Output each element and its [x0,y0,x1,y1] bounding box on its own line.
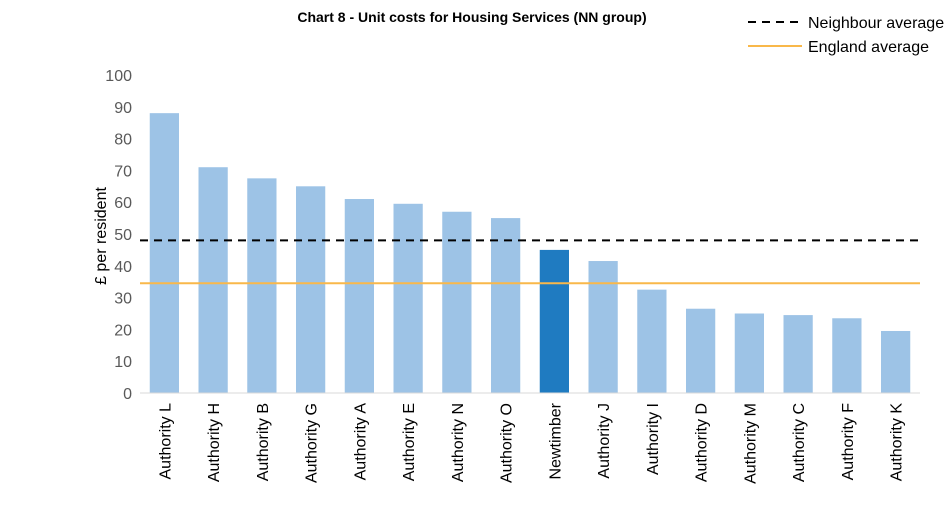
x-tick-label: Authority I [645,403,662,475]
x-tick-label: Newtimber [547,402,564,479]
bar [881,330,911,393]
bar [491,218,521,393]
bar [783,315,813,393]
chart-title: Chart 8 - Unit costs for Housing Service… [297,9,646,25]
y-axis-label: £ per resident [93,187,110,285]
x-tick-label: Authority O [499,403,516,483]
bar [198,167,228,393]
y-tick-label: 100 [105,68,132,85]
y-tick-label: 70 [114,163,132,180]
bar [442,211,472,393]
x-tick-label: Authority J [596,403,613,479]
x-tick-label: Authority K [889,403,906,482]
bar [832,318,862,393]
x-tick-label: Authority G [304,403,321,483]
y-tick-label: 20 [114,322,132,339]
legend-label: England average [808,39,929,56]
x-tick-label: Authority D [694,403,711,482]
x-tick-label: Authority A [352,403,369,481]
x-tick-label: Authority L [157,403,174,480]
legend-label: Neighbour average [808,15,944,32]
y-tick-label: 60 [114,195,132,212]
y-tick-label: 10 [114,354,132,371]
bar [247,178,277,393]
y-tick-label: 50 [114,227,132,244]
x-tick-label: Authority C [791,403,808,482]
x-tick-label: Authority H [206,403,223,482]
bar [149,113,179,393]
x-tick-label: Authority M [742,403,759,484]
y-tick-label: 30 [114,291,132,308]
y-tick-label: 40 [114,259,132,276]
bar [637,289,667,393]
x-tick-label: Authority N [450,403,467,482]
bar [539,249,569,393]
y-tick-label: 80 [114,132,132,149]
y-tick-label: 90 [114,100,132,117]
bar [734,313,764,393]
bar [588,261,618,393]
y-tick-label: 0 [123,386,132,403]
bar [344,199,374,393]
x-tick-label: Authority F [840,403,857,481]
bar [393,203,423,393]
x-tick-label: Authority E [401,403,418,481]
bar [686,308,716,393]
x-tick-label: Authority B [255,403,272,481]
bar [296,186,326,393]
